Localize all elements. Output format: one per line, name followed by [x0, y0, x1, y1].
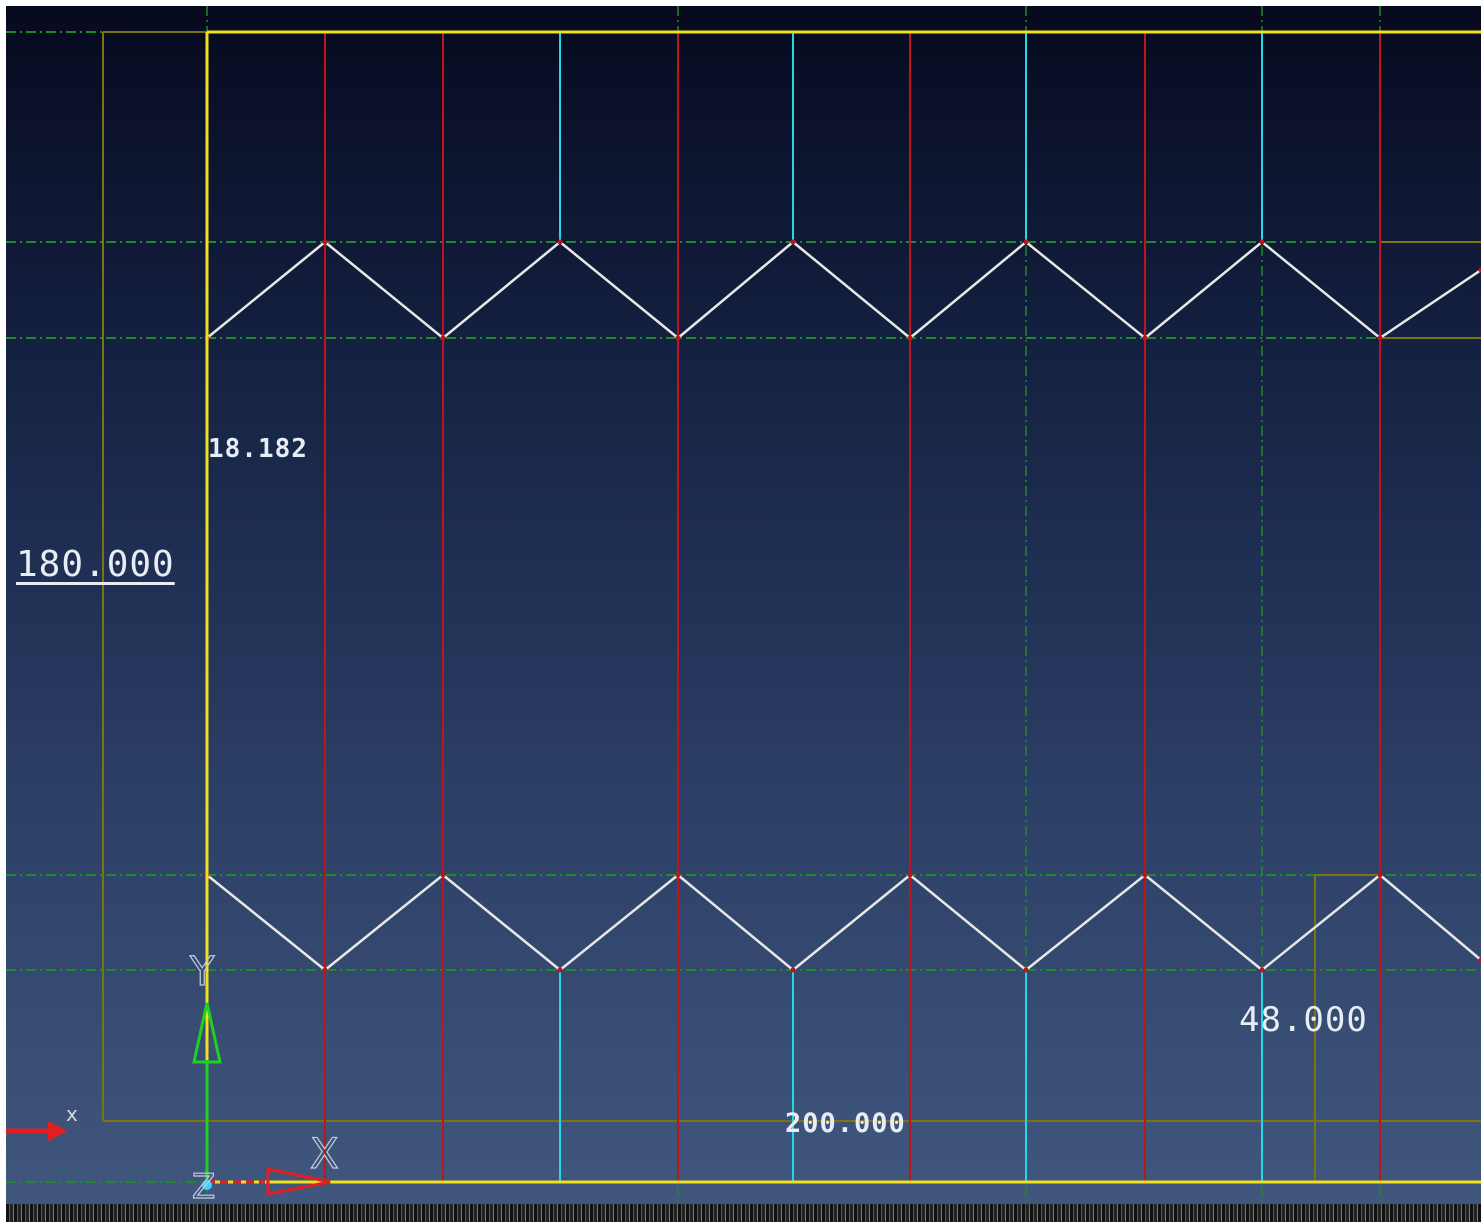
- vertex-point: [1478, 267, 1481, 273]
- vertex-point: [1377, 335, 1383, 341]
- view-axis-indicator: [6, 1121, 68, 1141]
- view-x-label: x: [66, 1102, 78, 1126]
- vertex-point: [1259, 239, 1265, 245]
- vertex-point: [322, 239, 328, 245]
- vertex-point: [1023, 967, 1029, 973]
- vertex-point: [907, 872, 913, 878]
- vertex-point: [1023, 239, 1029, 245]
- x-axis-arrow: [266, 1167, 331, 1196]
- vertex-point: [790, 967, 796, 973]
- vertex-point: [557, 967, 563, 973]
- vertex-point: [440, 872, 446, 878]
- vertex-point: [1142, 335, 1148, 341]
- vertex-point: [1377, 872, 1383, 878]
- vertical-lines: [324, 32, 1381, 1182]
- vertex-point: [675, 872, 681, 878]
- vertex-point: [440, 335, 446, 341]
- origin-point: [202, 1180, 212, 1190]
- dimension-small[interactable]: 48.000: [1239, 1000, 1368, 1040]
- sketch-canvas[interactable]: Y X Z: [6, 6, 1481, 1222]
- vertex-point: [1478, 957, 1481, 963]
- status-strip: [6, 1204, 1481, 1222]
- vertex-point: [907, 335, 913, 341]
- zigzag-lines: [204, 239, 1481, 973]
- dimension-overall-width[interactable]: 200.000: [785, 1108, 906, 1139]
- dimension-overall-height[interactable]: 180.000: [16, 544, 175, 585]
- vertex-point: [322, 967, 328, 973]
- dimension-tooth[interactable]: 18.182: [208, 434, 308, 464]
- zigzag-bottom: [206, 873, 1481, 972]
- sketch-viewport[interactable]: Y X Z 180.000 18.182 48.000 200.000 x: [6, 6, 1481, 1222]
- vertex-point: [1259, 967, 1265, 973]
- axis-triad: Y X Z: [188, 948, 339, 1207]
- zigzag-top: [206, 240, 1481, 340]
- y-axis-label: Y: [189, 949, 215, 995]
- part-outline: [205, 30, 1481, 1184]
- vertex-point: [790, 239, 796, 245]
- vertex-point: [675, 335, 681, 341]
- x-axis-label: X: [310, 1129, 339, 1178]
- vertex-point: [557, 239, 563, 245]
- z-axis-label: Z: [192, 1167, 215, 1207]
- view-x-axis-arrow-head: [48, 1121, 68, 1141]
- vertex-point: [1142, 872, 1148, 878]
- y-axis-arrow: [192, 1002, 222, 1064]
